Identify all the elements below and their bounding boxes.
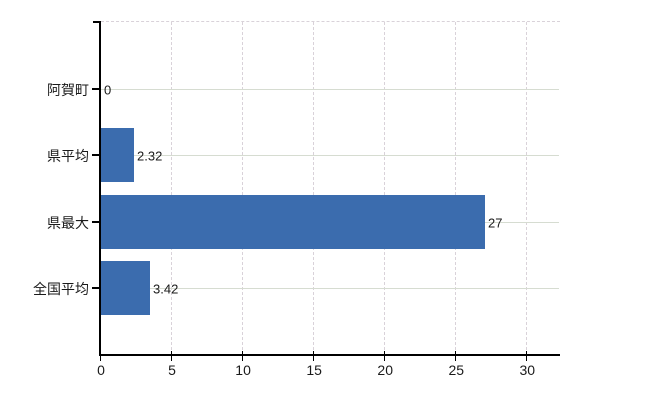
gridline-vertical bbox=[526, 22, 528, 355]
y-category-label: 県平均 bbox=[47, 148, 89, 165]
x-tick-label: 15 bbox=[306, 362, 322, 378]
x-tick bbox=[242, 351, 244, 361]
x-axis-spine bbox=[99, 354, 560, 356]
x-tick bbox=[100, 351, 101, 361]
y-tick bbox=[92, 287, 100, 290]
y-category-label: 県最大 bbox=[47, 214, 89, 231]
y-tick bbox=[92, 154, 100, 157]
bar bbox=[101, 195, 485, 249]
x-tick bbox=[455, 351, 457, 361]
x-tick-label: 5 bbox=[168, 362, 176, 378]
bar-value-label: 0 bbox=[104, 82, 112, 98]
bar bbox=[101, 128, 134, 182]
y-axis-spine bbox=[99, 21, 101, 356]
y-tick bbox=[92, 87, 100, 90]
x-tick-label: 20 bbox=[377, 362, 393, 378]
gridline-vertical bbox=[171, 22, 173, 355]
x-tick-label: 0 bbox=[97, 362, 105, 378]
y-category-label: 全国平均 bbox=[33, 281, 89, 298]
x-tick bbox=[171, 351, 173, 361]
bar bbox=[101, 261, 150, 315]
bar-value-label: 3.42 bbox=[153, 281, 179, 297]
gridline-vertical bbox=[384, 22, 386, 355]
gridline-vertical bbox=[455, 22, 457, 355]
gridline-vertical bbox=[313, 22, 315, 355]
bar-value-label: 2.32 bbox=[137, 148, 163, 164]
x-tick-label: 25 bbox=[448, 362, 465, 378]
y-category-label: 阿賀町 bbox=[47, 81, 89, 98]
gridline-horizontal bbox=[100, 88, 559, 90]
gridline-vertical bbox=[242, 22, 244, 355]
y-axis-top-cap bbox=[93, 21, 99, 23]
bar-value-label: 27 bbox=[488, 215, 503, 231]
gridline-horizontal bbox=[100, 155, 559, 157]
y-tick bbox=[92, 220, 100, 223]
x-tick-label: 30 bbox=[519, 362, 536, 378]
plot-top-border bbox=[101, 21, 560, 22]
x-tick bbox=[313, 351, 315, 361]
x-tick bbox=[384, 351, 386, 361]
x-tick bbox=[526, 351, 528, 361]
gridline-horizontal bbox=[100, 288, 559, 290]
x-tick-label: 10 bbox=[235, 362, 251, 378]
